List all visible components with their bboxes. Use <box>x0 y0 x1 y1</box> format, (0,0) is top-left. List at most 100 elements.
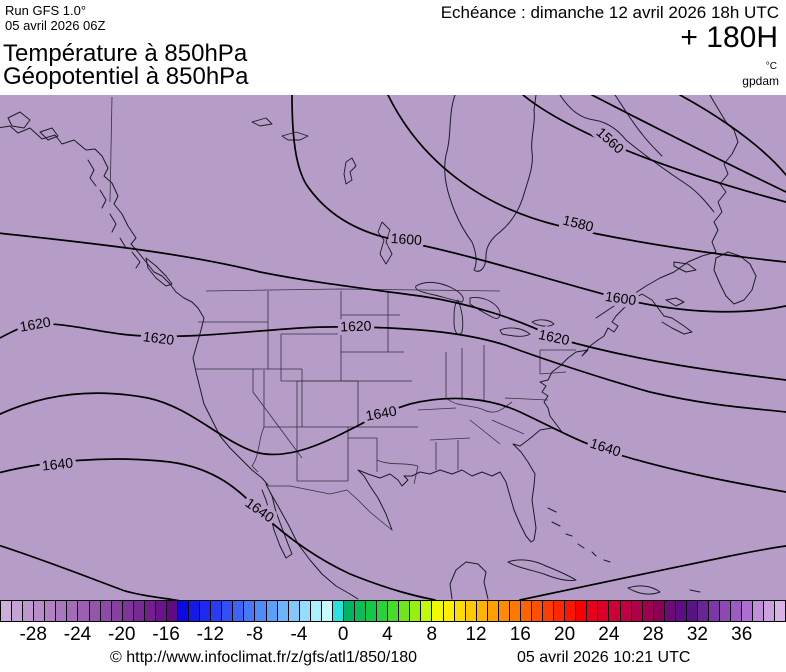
colorbar-cell <box>454 601 466 621</box>
colorbar-cell <box>310 601 322 621</box>
run-model: Run GFS 1.0° <box>5 3 87 18</box>
colorbar-cell <box>321 601 333 621</box>
colorbar-cell <box>686 601 698 621</box>
colorbar-cell <box>133 601 145 621</box>
colorbar-cell <box>742 601 754 621</box>
colorbar-cell <box>753 601 765 621</box>
colorbar-cell <box>498 601 510 621</box>
colorbar-cell <box>56 601 68 621</box>
colorbar-cell <box>432 601 444 621</box>
colorbar-tick: -24 <box>63 624 92 645</box>
colorbar-tick: 36 <box>731 624 753 645</box>
colorbar-cell <box>377 601 389 621</box>
colorbar-tick: 8 <box>426 624 438 645</box>
colorbar-tick: 32 <box>686 624 708 645</box>
colorbar-cell <box>0 601 13 621</box>
colorbar-cell <box>565 601 577 621</box>
contour-label: 1640 <box>41 454 74 473</box>
title-temperature: Température à 850hPa <box>3 40 248 67</box>
colorbar-cell <box>89 601 101 621</box>
colorbar-cell <box>277 601 289 621</box>
colorbar-cell <box>100 601 112 621</box>
colorbar-cell <box>543 601 555 621</box>
map-area: 1560 1580 1600 1600 1620 1620 1620 1620 1640 1640… <box>0 95 786 600</box>
colorbar-cell <box>122 601 134 621</box>
colorbar-cell <box>332 601 344 621</box>
colorbar-cell <box>244 601 256 621</box>
run-info: Run GFS 1.0° 05 avril 2026 06Z <box>5 3 105 33</box>
run-date: 05 avril 2026 06Z <box>5 18 106 33</box>
colorbar-cell <box>532 601 544 621</box>
colorbar-tick: 24 <box>598 624 620 645</box>
issued-timestamp: 05 avril 2026 10:21 UTC <box>517 649 691 666</box>
colorbar-cell <box>697 601 709 621</box>
colorbar-cell <box>554 601 566 621</box>
colorbar-cell <box>631 601 643 621</box>
unit-geopotential: gpdam <box>742 74 779 88</box>
colorbar-cell <box>720 601 732 621</box>
weather-map: 1560158016001600162016201620162016401640… <box>0 95 786 600</box>
colorbar-tick: 20 <box>554 624 576 645</box>
colorbar-cell <box>366 601 378 621</box>
map-background <box>0 95 786 600</box>
colorbar-cell <box>620 601 632 621</box>
valid-time: Echéance : dimanche 12 avril 2026 18h UT… <box>440 3 779 22</box>
colorbar-cell <box>598 601 610 621</box>
colorbar-cell <box>144 601 156 621</box>
page-title: Température à 850hPa Géopotentiel à 850h… <box>3 40 249 89</box>
colorbar-cell <box>178 601 190 621</box>
colorbar-cell <box>509 601 521 621</box>
colorbar-cell <box>443 601 455 621</box>
colorbar-cell <box>23 601 35 621</box>
colorbar-cell <box>399 601 411 621</box>
colorbar-cell <box>609 601 621 621</box>
colorbar-tick: -8 <box>246 624 264 645</box>
colorbar-cell <box>355 601 367 621</box>
colorbar-cell <box>642 601 654 621</box>
colorbar-cell <box>764 601 776 621</box>
colorbar-cell <box>675 601 687 621</box>
coastlines <box>0 95 757 600</box>
colorbar-tick: 4 <box>382 624 393 645</box>
temperature-colorbar <box>0 600 786 622</box>
colorbar-cell <box>45 601 57 621</box>
contour-label: 1600 <box>390 230 422 248</box>
colorbar-cell <box>266 601 278 621</box>
colorbar-cell <box>465 601 477 621</box>
colorbar-cell <box>34 601 46 621</box>
copyright-url: © http://www.infoclimat.fr/z/gfs/atl1/85… <box>110 649 418 666</box>
colorbar-cell <box>288 601 300 621</box>
colorbar-cell <box>189 601 201 621</box>
contour-lines <box>0 95 786 600</box>
colorbar-tick: -16 <box>152 624 180 645</box>
lakes <box>251 117 555 337</box>
colorbar-cell <box>255 601 267 621</box>
colorbar-cell <box>12 601 24 621</box>
colorbar-cell <box>299 601 311 621</box>
colorbar-cell <box>587 601 599 621</box>
colorbar-cell <box>200 601 212 621</box>
colorbar-cell <box>155 601 167 621</box>
colorbar-tick: 16 <box>509 624 531 645</box>
colorbar-cell <box>111 601 123 621</box>
colorbar-tick: 28 <box>642 624 664 645</box>
colorbar-tick: -12 <box>196 624 225 645</box>
colorbar-cell <box>222 601 234 621</box>
colorbar-tick: -20 <box>108 624 136 645</box>
colorbar-tick-labels: -28 -24 -20 -16 -12 -8 -4 0 4 8 12 16 20 24 28 32 36 <box>0 624 786 645</box>
colorbar-tick: 0 <box>337 624 349 645</box>
colorbar-cell <box>78 601 90 621</box>
unit-temperature: °C <box>765 61 777 72</box>
colorbar-cell <box>664 601 676 621</box>
colorbar-cell <box>388 601 400 621</box>
colorbar-cell <box>731 601 743 621</box>
contour-label: 1620 <box>340 317 372 334</box>
colorbar-cell <box>67 601 79 621</box>
colorbar-cell <box>343 601 355 621</box>
colorbar-tick: -28 <box>19 624 47 645</box>
colorbar-cell <box>421 601 433 621</box>
colorbar-cell <box>233 601 245 621</box>
colorbar-cell <box>576 601 588 621</box>
colorbar-cell <box>487 601 499 621</box>
